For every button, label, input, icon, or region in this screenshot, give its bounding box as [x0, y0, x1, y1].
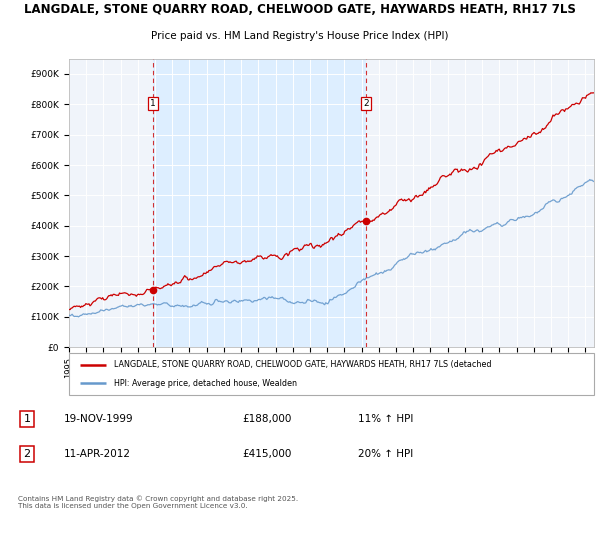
Text: HPI: Average price, detached house, Wealden: HPI: Average price, detached house, Weal…	[113, 379, 296, 388]
Text: 19-NOV-1999: 19-NOV-1999	[64, 414, 133, 424]
Text: 11% ↑ HPI: 11% ↑ HPI	[358, 414, 413, 424]
Text: 2: 2	[364, 99, 369, 108]
Text: LANGDALE, STONE QUARRY ROAD, CHELWOOD GATE, HAYWARDS HEATH, RH17 7LS (detached: LANGDALE, STONE QUARRY ROAD, CHELWOOD GA…	[113, 360, 491, 369]
Text: LANGDALE, STONE QUARRY ROAD, CHELWOOD GATE, HAYWARDS HEATH, RH17 7LS: LANGDALE, STONE QUARRY ROAD, CHELWOOD GA…	[24, 3, 576, 16]
Text: Price paid vs. HM Land Registry's House Price Index (HPI): Price paid vs. HM Land Registry's House …	[151, 31, 449, 41]
Text: 1: 1	[23, 414, 31, 424]
Text: 11-APR-2012: 11-APR-2012	[64, 449, 131, 459]
Text: Contains HM Land Registry data © Crown copyright and database right 2025.
This d: Contains HM Land Registry data © Crown c…	[18, 496, 298, 509]
Bar	[153, 59, 366, 347]
Text: £415,000: £415,000	[242, 449, 292, 459]
Text: £188,000: £188,000	[242, 414, 292, 424]
Text: 20% ↑ HPI: 20% ↑ HPI	[358, 449, 413, 459]
Text: 1: 1	[150, 99, 156, 108]
Text: 2: 2	[23, 449, 31, 459]
